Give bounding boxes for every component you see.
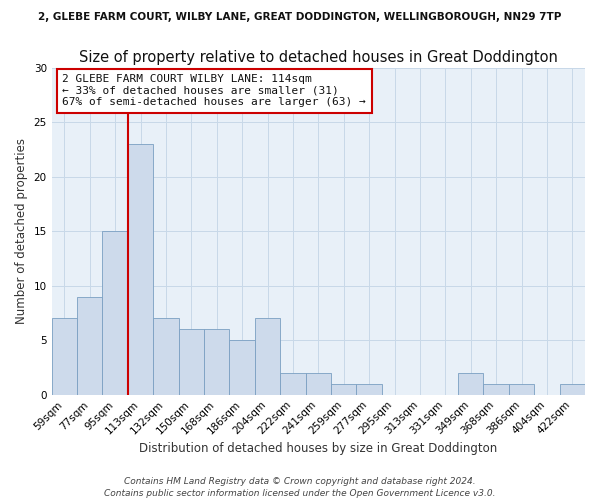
Bar [52,318,77,394]
Bar [153,318,179,394]
Text: 2 GLEBE FARM COURT WILBY LANE: 114sqm
← 33% of detached houses are smaller (31)
: 2 GLEBE FARM COURT WILBY LANE: 114sqm ← … [62,74,366,108]
Bar [103,231,128,394]
Bar [509,384,534,394]
Title: Size of property relative to detached houses in Great Doddington: Size of property relative to detached ho… [79,50,558,65]
Bar [458,373,484,394]
Y-axis label: Number of detached properties: Number of detached properties [15,138,28,324]
Bar [331,384,356,394]
Bar [280,373,305,394]
Bar [484,384,509,394]
Bar [179,330,204,394]
Bar [77,296,103,394]
Bar [560,384,585,394]
Bar [305,373,331,394]
Bar [356,384,382,394]
X-axis label: Distribution of detached houses by size in Great Doddington: Distribution of detached houses by size … [139,442,497,455]
Text: 2, GLEBE FARM COURT, WILBY LANE, GREAT DODDINGTON, WELLINGBOROUGH, NN29 7TP: 2, GLEBE FARM COURT, WILBY LANE, GREAT D… [38,12,562,22]
Bar [128,144,153,395]
Bar [204,330,229,394]
Bar [229,340,255,394]
Text: Contains HM Land Registry data © Crown copyright and database right 2024.
Contai: Contains HM Land Registry data © Crown c… [104,476,496,498]
Bar [255,318,280,394]
